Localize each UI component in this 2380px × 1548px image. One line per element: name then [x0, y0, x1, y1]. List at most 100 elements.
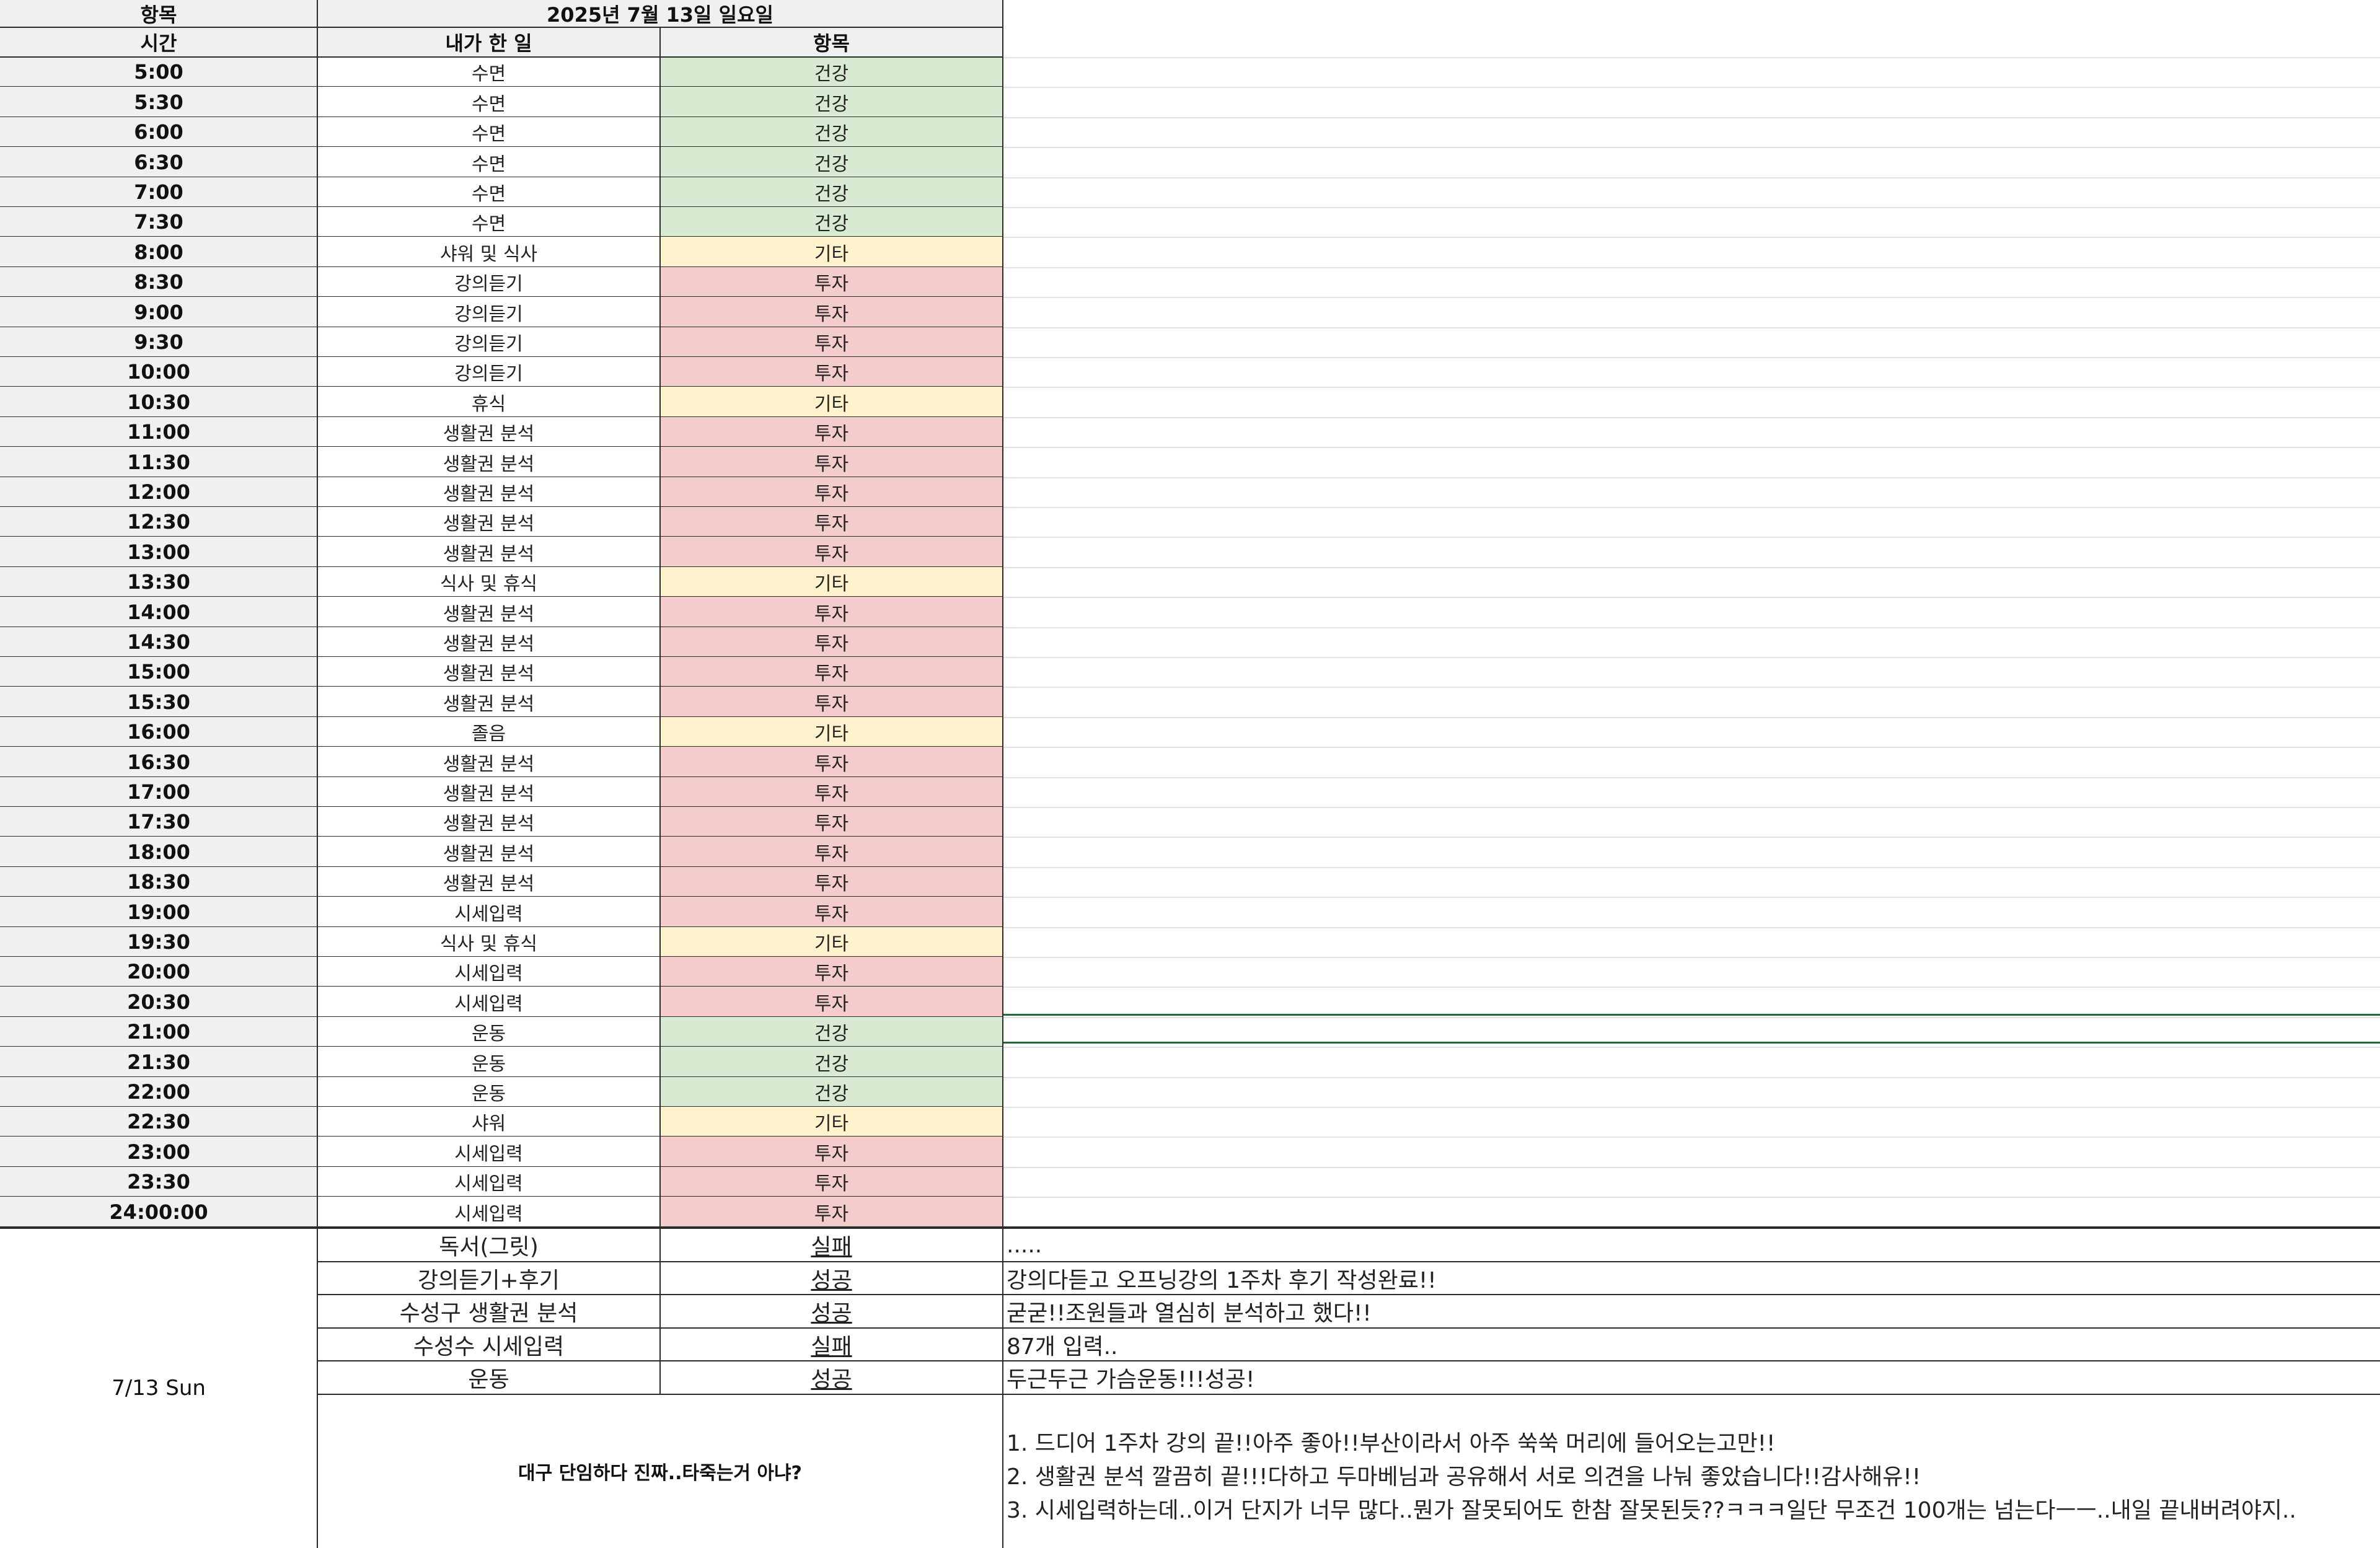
time-cell[interactable]: 23:00: [0, 1137, 317, 1167]
activity-cell[interactable]: 생활권 분석: [317, 477, 660, 507]
note-cell[interactable]: 87개 입력..: [1007, 1334, 1118, 1360]
activity-cell[interactable]: 휴식: [317, 387, 660, 417]
activity-cell[interactable]: 수면: [317, 57, 660, 87]
time-cell[interactable]: 22:00: [0, 1077, 317, 1107]
time-cell[interactable]: 9:00: [0, 297, 317, 327]
category-cell[interactable]: 투자: [660, 1167, 1003, 1197]
note-cell[interactable]: .....: [1007, 1232, 1042, 1258]
goal-cell[interactable]: 강의듣기+후기: [418, 1267, 560, 1293]
activity-cell[interactable]: 시세입력: [317, 1197, 660, 1227]
time-cell[interactable]: 7:00: [0, 177, 317, 207]
category-cell[interactable]: 건강: [660, 1047, 1003, 1077]
activity-cell[interactable]: 수면: [317, 87, 660, 117]
activity-cell[interactable]: 생활권 분석: [317, 657, 660, 687]
activity-cell[interactable]: 생활권 분석: [317, 807, 660, 837]
activity-cell[interactable]: 생활권 분석: [317, 747, 660, 777]
goal-cell[interactable]: 수성구 생활권 분석: [399, 1301, 578, 1326]
cell-selection-border[interactable]: [1003, 1014, 2380, 1044]
activity-cell[interactable]: 생활권 분석: [317, 537, 660, 567]
category-cell[interactable]: 투자: [660, 1197, 1003, 1227]
note-cell[interactable]: 굳굳!!조원들과 열심히 분석하고 했다!!: [1007, 1301, 1372, 1326]
category-cell[interactable]: 투자: [660, 537, 1003, 567]
activity-cell[interactable]: 생활권 분석: [317, 597, 660, 627]
category-cell[interactable]: 투자: [660, 417, 1003, 447]
goal-cell[interactable]: 수성수 시세입력: [413, 1334, 565, 1360]
category-cell[interactable]: 투자: [660, 1137, 1003, 1167]
time-cell[interactable]: 9:30: [0, 327, 317, 357]
category-cell[interactable]: 투자: [660, 597, 1003, 627]
time-cell[interactable]: 11:30: [0, 447, 317, 477]
activity-cell[interactable]: 생활권 분석: [317, 447, 660, 477]
category-cell[interactable]: 투자: [660, 897, 1003, 927]
time-cell[interactable]: 18:30: [0, 867, 317, 897]
activity-cell[interactable]: 시세입력: [317, 957, 660, 987]
category-cell[interactable]: 투자: [660, 747, 1003, 777]
category-cell[interactable]: 투자: [660, 777, 1003, 807]
category-cell[interactable]: 건강: [660, 147, 1003, 177]
time-cell[interactable]: 12:00: [0, 477, 317, 507]
activity-cell[interactable]: 생활권 분석: [317, 687, 660, 717]
category-cell[interactable]: 투자: [660, 687, 1003, 717]
time-cell[interactable]: 20:00: [0, 957, 317, 987]
activity-cell[interactable]: 샤워 및 식사: [317, 237, 660, 267]
activity-cell[interactable]: 생활권 분석: [317, 627, 660, 657]
time-cell[interactable]: 6:00: [0, 117, 317, 147]
activity-cell[interactable]: 강의듣기: [317, 327, 660, 357]
category-cell[interactable]: 투자: [660, 477, 1003, 507]
activity-cell[interactable]: 시세입력: [317, 897, 660, 927]
time-cell[interactable]: 17:30: [0, 807, 317, 837]
category-cell[interactable]: 건강: [660, 177, 1003, 207]
activity-cell[interactable]: 졸음: [317, 717, 660, 747]
category-cell[interactable]: 투자: [660, 357, 1003, 387]
category-cell[interactable]: 투자: [660, 447, 1003, 477]
time-cell[interactable]: 18:00: [0, 837, 317, 867]
activity-cell[interactable]: 수면: [317, 147, 660, 177]
category-cell[interactable]: 기타: [660, 717, 1003, 747]
time-cell[interactable]: 10:30: [0, 387, 317, 417]
activity-cell[interactable]: 운동: [317, 1077, 660, 1107]
time-cell[interactable]: 15:30: [0, 687, 317, 717]
category-cell[interactable]: 투자: [660, 837, 1003, 867]
result-cell[interactable]: 성공: [811, 1267, 852, 1293]
time-cell[interactable]: 19:30: [0, 927, 317, 957]
activity-cell[interactable]: 수면: [317, 207, 660, 237]
time-cell[interactable]: 17:00: [0, 777, 317, 807]
result-cell[interactable]: 실패: [811, 1334, 852, 1360]
category-cell[interactable]: 건강: [660, 1077, 1003, 1107]
time-cell[interactable]: 19:00: [0, 897, 317, 927]
category-cell[interactable]: 건강: [660, 57, 1003, 87]
time-cell[interactable]: 16:30: [0, 747, 317, 777]
time-cell[interactable]: 22:30: [0, 1107, 317, 1137]
activity-cell[interactable]: 운동: [317, 1017, 660, 1047]
category-cell[interactable]: 건강: [660, 117, 1003, 147]
category-cell[interactable]: 기타: [660, 927, 1003, 957]
activity-cell[interactable]: 생활권 분석: [317, 777, 660, 807]
result-cell[interactable]: 성공: [811, 1301, 852, 1326]
time-cell[interactable]: 5:30: [0, 87, 317, 117]
time-cell[interactable]: 11:00: [0, 417, 317, 447]
time-cell[interactable]: 21:00: [0, 1017, 317, 1047]
time-cell[interactable]: 8:30: [0, 267, 317, 297]
time-cell[interactable]: 24:00:00: [0, 1197, 317, 1227]
category-cell[interactable]: 투자: [660, 807, 1003, 837]
time-cell[interactable]: 21:30: [0, 1047, 317, 1077]
category-cell[interactable]: 투자: [660, 267, 1003, 297]
category-cell[interactable]: 투자: [660, 327, 1003, 357]
category-cell[interactable]: 투자: [660, 297, 1003, 327]
time-cell[interactable]: 8:00: [0, 237, 317, 267]
time-cell[interactable]: 10:00: [0, 357, 317, 387]
activity-cell[interactable]: 수면: [317, 177, 660, 207]
category-cell[interactable]: 기타: [660, 567, 1003, 597]
activity-cell[interactable]: 수면: [317, 117, 660, 147]
activity-cell[interactable]: 생활권 분석: [317, 507, 660, 537]
goal-cell[interactable]: 운동: [468, 1367, 509, 1392]
category-cell[interactable]: 기타: [660, 237, 1003, 267]
time-cell[interactable]: 12:30: [0, 507, 317, 537]
category-cell[interactable]: 투자: [660, 657, 1003, 687]
time-cell[interactable]: 14:00: [0, 597, 317, 627]
category-cell[interactable]: 투자: [660, 987, 1003, 1017]
time-cell[interactable]: 14:30: [0, 627, 317, 657]
time-cell[interactable]: 7:30: [0, 207, 317, 237]
result-cell[interactable]: 실패: [811, 1234, 852, 1260]
activity-cell[interactable]: 시세입력: [317, 1137, 660, 1167]
